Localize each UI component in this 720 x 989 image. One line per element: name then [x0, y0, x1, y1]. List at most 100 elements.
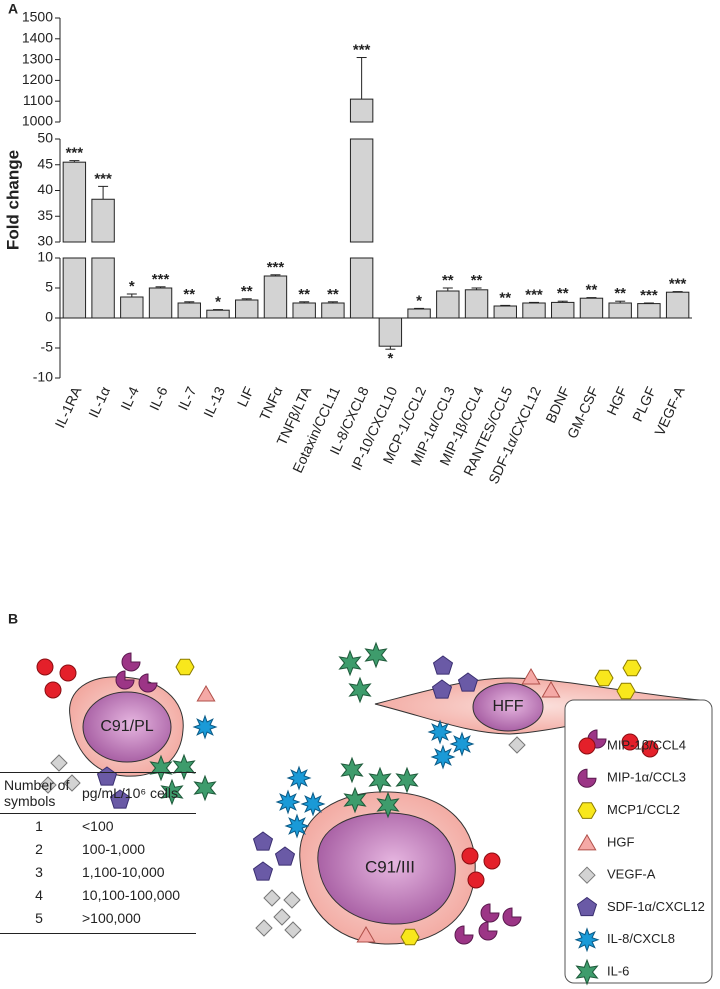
y-tick-label: 1300	[22, 50, 53, 66]
x-tick-label: LIF	[234, 384, 257, 409]
symbol	[467, 871, 485, 889]
y-tick-label: 5	[45, 279, 53, 295]
cell-nucleus	[472, 682, 544, 732]
panel-label: A	[8, 1, 18, 17]
symbol	[574, 927, 600, 953]
y-tick-label: 45	[37, 155, 53, 171]
bar	[464, 289, 489, 319]
table-cell: 100-1,000	[82, 840, 146, 857]
y-tick-label: 40	[37, 181, 53, 197]
y-axis-label: Fold change	[3, 150, 22, 250]
symbol	[283, 891, 301, 909]
x-tick-label: IL-7	[175, 384, 200, 413]
table-row: 3 1,100-10,000	[0, 860, 196, 883]
symbol	[193, 774, 217, 802]
bar	[148, 287, 173, 319]
cell-nucleus	[82, 691, 172, 763]
symbol	[478, 921, 498, 941]
symbol	[343, 786, 367, 814]
symbol	[273, 908, 291, 926]
symbol	[255, 919, 273, 937]
table-cell: <100	[82, 817, 114, 834]
table-cell: 3	[35, 863, 43, 880]
y-tick-label: 1400	[22, 30, 53, 46]
symbol	[338, 649, 362, 677]
x-tick-label: TNFα	[256, 384, 285, 423]
cell-label: C91/PL	[100, 718, 153, 735]
table-cell: 5	[0, 906, 78, 934]
symbol	[449, 731, 475, 757]
symbol	[59, 664, 77, 682]
symbol	[622, 659, 642, 677]
legend-label: MIP-1β/CCL4	[607, 737, 686, 752]
legend-label: IL-6	[607, 964, 629, 979]
bar	[62, 257, 87, 319]
symbol	[50, 754, 68, 772]
bar	[62, 161, 87, 243]
x-tick-label: IL-1RA	[52, 383, 85, 430]
y-tick-label: -10	[33, 369, 53, 385]
significance-label: **	[586, 282, 598, 299]
y-tick-label: 1000	[22, 113, 53, 129]
symbol	[138, 673, 158, 693]
symbol	[44, 681, 62, 699]
bar	[349, 138, 374, 243]
cell-nucleus	[317, 812, 456, 925]
x-tick-label: BDNF	[542, 384, 573, 425]
bar	[608, 302, 632, 319]
y-tick-label: 1500	[22, 9, 53, 25]
y-tick-label: 10	[37, 249, 53, 265]
significance-label: **	[183, 286, 195, 303]
symbol	[300, 791, 326, 817]
table-row: 1 <100	[0, 814, 196, 838]
symbol	[400, 928, 420, 946]
y-tick-label: 1100	[23, 92, 53, 108]
bar	[493, 305, 517, 319]
table-cell: 1	[35, 817, 43, 834]
symbol	[192, 714, 218, 740]
significance-label: ***	[152, 271, 170, 288]
cell-label: HFF	[492, 698, 523, 715]
bar	[665, 291, 690, 319]
table-header: Number of symbols pg/mL/10⁶ cells	[0, 772, 196, 814]
table-cell: 2	[35, 840, 43, 857]
bar	[551, 301, 575, 319]
cell-label: C91/III	[365, 857, 415, 876]
bar	[91, 257, 115, 319]
x-tick-label: IL-13	[200, 384, 228, 420]
symbol	[502, 907, 522, 927]
significance-label: ***	[669, 276, 687, 293]
symbol	[286, 765, 312, 791]
symbol	[284, 813, 310, 839]
bar	[407, 308, 431, 319]
legend-label: MCP1/CCL2	[607, 802, 680, 817]
significance-label: ***	[267, 259, 285, 276]
symbol	[432, 655, 454, 675]
symbol	[521, 668, 541, 685]
y-tick-label: 50	[37, 130, 53, 146]
significance-label: **	[557, 285, 569, 302]
significance-label: ***	[640, 287, 658, 304]
symbol	[121, 652, 141, 672]
symbol	[376, 791, 400, 819]
symbol	[395, 766, 419, 794]
bar	[120, 296, 144, 319]
significance-label: **	[327, 286, 339, 303]
bar	[321, 302, 345, 319]
bar	[436, 290, 460, 319]
symbol	[36, 658, 54, 676]
symbol	[431, 679, 453, 699]
bar	[206, 309, 230, 319]
x-tick-label: IL-4	[117, 384, 142, 413]
symbol	[175, 658, 195, 676]
symbol	[115, 670, 135, 690]
symbol	[621, 733, 639, 751]
table-row: 5 >100,000	[0, 906, 196, 934]
significance-label: *	[387, 350, 393, 367]
symbol	[457, 672, 479, 692]
table-cell: >100,000	[78, 906, 196, 934]
legend-box	[564, 699, 713, 984]
significance-label: ***	[525, 286, 543, 303]
